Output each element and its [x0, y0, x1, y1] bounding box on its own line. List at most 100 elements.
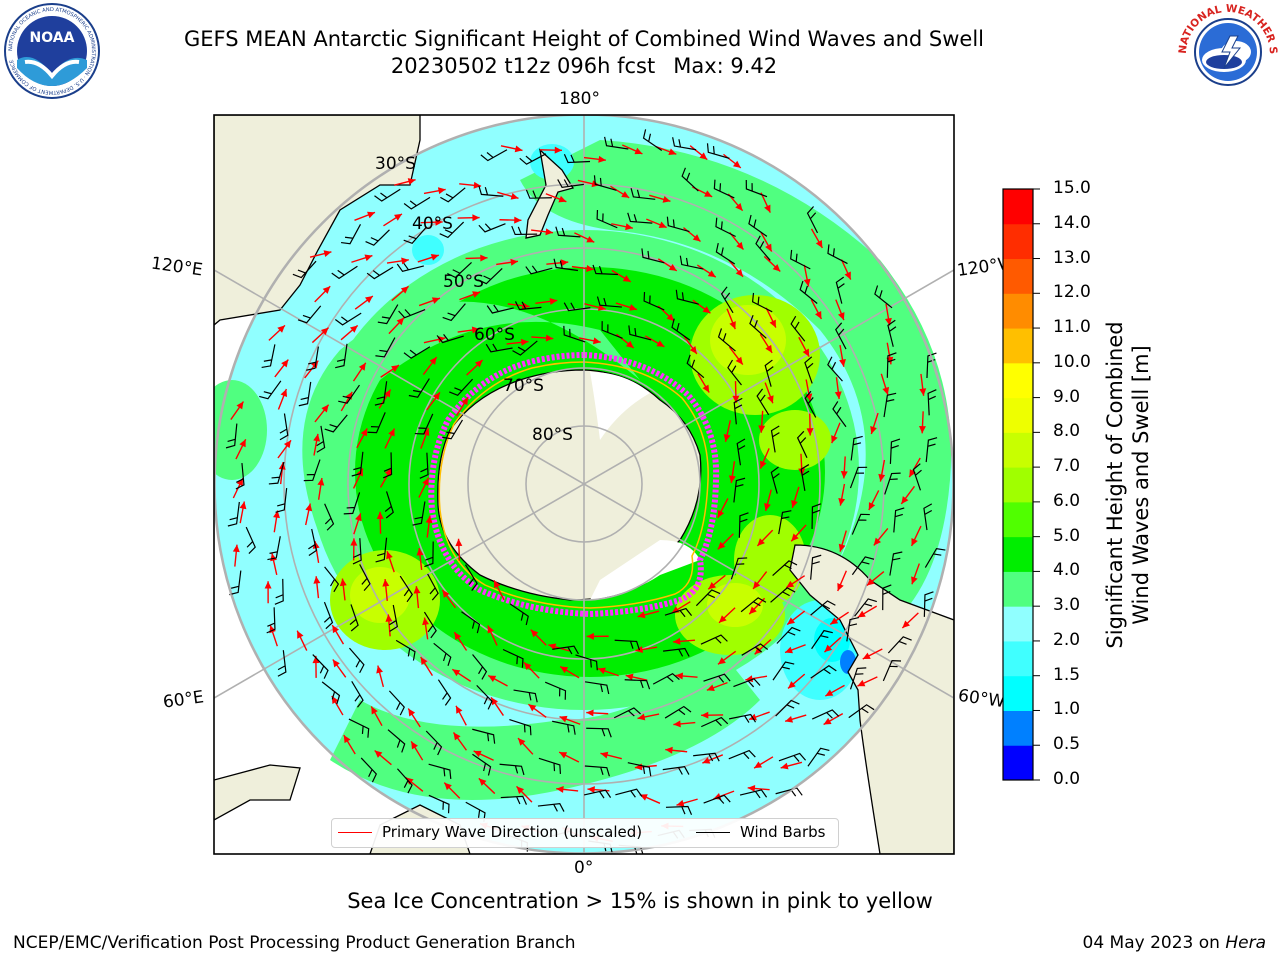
colorbar-blocks [1003, 189, 1033, 781]
wind-barb [848, 704, 875, 719]
wave-arrow [873, 528, 889, 546]
wave-arrow [574, 232, 595, 243]
wave-arrow [728, 259, 744, 278]
wind-barb [770, 466, 780, 494]
wave-arrow [274, 359, 289, 378]
wind-barb [303, 459, 321, 482]
sea-ice-inner-edge [438, 361, 709, 609]
wind-barb [755, 235, 771, 261]
wave-arrow [754, 638, 772, 655]
wave-arrow [394, 178, 416, 186]
wave-arrow [313, 576, 321, 599]
lat-label-40s: 40°S [412, 214, 453, 234]
wind-barb [882, 584, 892, 611]
wind-barb [772, 661, 795, 681]
wind-barb [324, 414, 348, 433]
wind-barb [563, 154, 591, 164]
nws-logo: NATIONAL WEATHER SERVICE [1178, 2, 1278, 100]
wave-arrow [665, 746, 688, 754]
wave-arrow [829, 611, 849, 625]
wave-arrow [378, 389, 392, 409]
colorbar-tick-label: 0.0 [1053, 769, 1081, 789]
wave-arrow [758, 410, 766, 433]
wind-barb [388, 690, 405, 716]
wind-barb [923, 503, 933, 531]
wave-arrow [683, 335, 698, 355]
wave-arrow [583, 155, 606, 163]
wind-barb [557, 179, 584, 188]
wave-arrow [493, 579, 505, 601]
footer-date-text: 04 May 2023 on [1082, 933, 1220, 953]
wave-arrow [374, 749, 392, 766]
wave-arrow [824, 684, 845, 697]
wave-arrow [376, 511, 384, 534]
wind-barb [778, 510, 792, 535]
wind-barb [799, 280, 818, 304]
wind-barb [615, 788, 643, 798]
map-frame [213, 114, 955, 855]
wind-barb [770, 587, 796, 603]
wind-barb [509, 603, 529, 626]
wind-barb [525, 189, 552, 199]
wave-arrow [331, 624, 345, 645]
wave-arrow [702, 754, 724, 764]
wind-barb [425, 730, 443, 756]
wind-barb [399, 575, 413, 603]
wave-arrow [756, 529, 774, 547]
wind-barb [225, 423, 238, 449]
wind-barb [478, 185, 504, 197]
wind-barb [662, 766, 690, 775]
colorbar-block [1003, 536, 1033, 572]
wave-arrow [499, 216, 522, 224]
wind-barb [306, 346, 319, 371]
wind-barb [331, 265, 358, 280]
wave-arrow [823, 713, 844, 726]
wave-arrow [697, 373, 710, 393]
wind-barb [641, 248, 665, 264]
wave-arrow [880, 373, 890, 396]
wind-barb [666, 216, 690, 233]
wave-arrow [723, 420, 732, 442]
wind-barb [642, 129, 663, 151]
wind-barb [686, 354, 705, 379]
wave-arrow [376, 665, 385, 688]
wave-arrow [919, 411, 926, 434]
wave-arrow [692, 299, 711, 314]
colorbar-tick-label: 13.0 [1053, 247, 1091, 268]
wind-barb [720, 286, 734, 314]
colorbar-ticks [1033, 188, 1040, 781]
wave-arrow [473, 750, 494, 761]
wind-barb [396, 262, 424, 273]
footer-credit: NCEP/EMC/Verification Post Processing Pr… [13, 933, 576, 953]
wave-arrow [304, 503, 313, 526]
wind-barb [740, 597, 767, 613]
wave-arrow [425, 515, 433, 538]
wind-barb [887, 319, 897, 347]
wave-arrow [559, 665, 580, 679]
wind-barb [715, 242, 736, 265]
wave-arrow [910, 525, 922, 547]
colorbar-tick-label: 4.0 [1053, 560, 1081, 581]
colorbar-tick-label: 7.0 [1053, 456, 1081, 477]
wave-arrow [546, 259, 569, 267]
wind-barb [586, 727, 612, 738]
wind-barb [366, 266, 394, 280]
wave-arrow [556, 785, 579, 793]
wind-barb [776, 626, 801, 644]
wind-barb [297, 305, 322, 324]
wind-barb [414, 413, 434, 435]
wave-arrow [763, 255, 781, 273]
colorbar [1002, 188, 1040, 781]
colorbar-block [1003, 293, 1033, 329]
run-info: 20230502 t12z 096h fcst [390, 54, 656, 78]
wind-barb [775, 699, 800, 717]
legend-wave-swatch [338, 831, 372, 833]
wave-arrow [516, 785, 533, 803]
wave-arrow [649, 194, 671, 203]
legend-wind-label: Wind Barbs [740, 823, 826, 841]
wind-barb [756, 388, 770, 416]
wave-arrow [701, 711, 724, 719]
wind-barb [889, 551, 903, 576]
wind-barb [804, 390, 817, 418]
wind-barb [583, 789, 612, 799]
